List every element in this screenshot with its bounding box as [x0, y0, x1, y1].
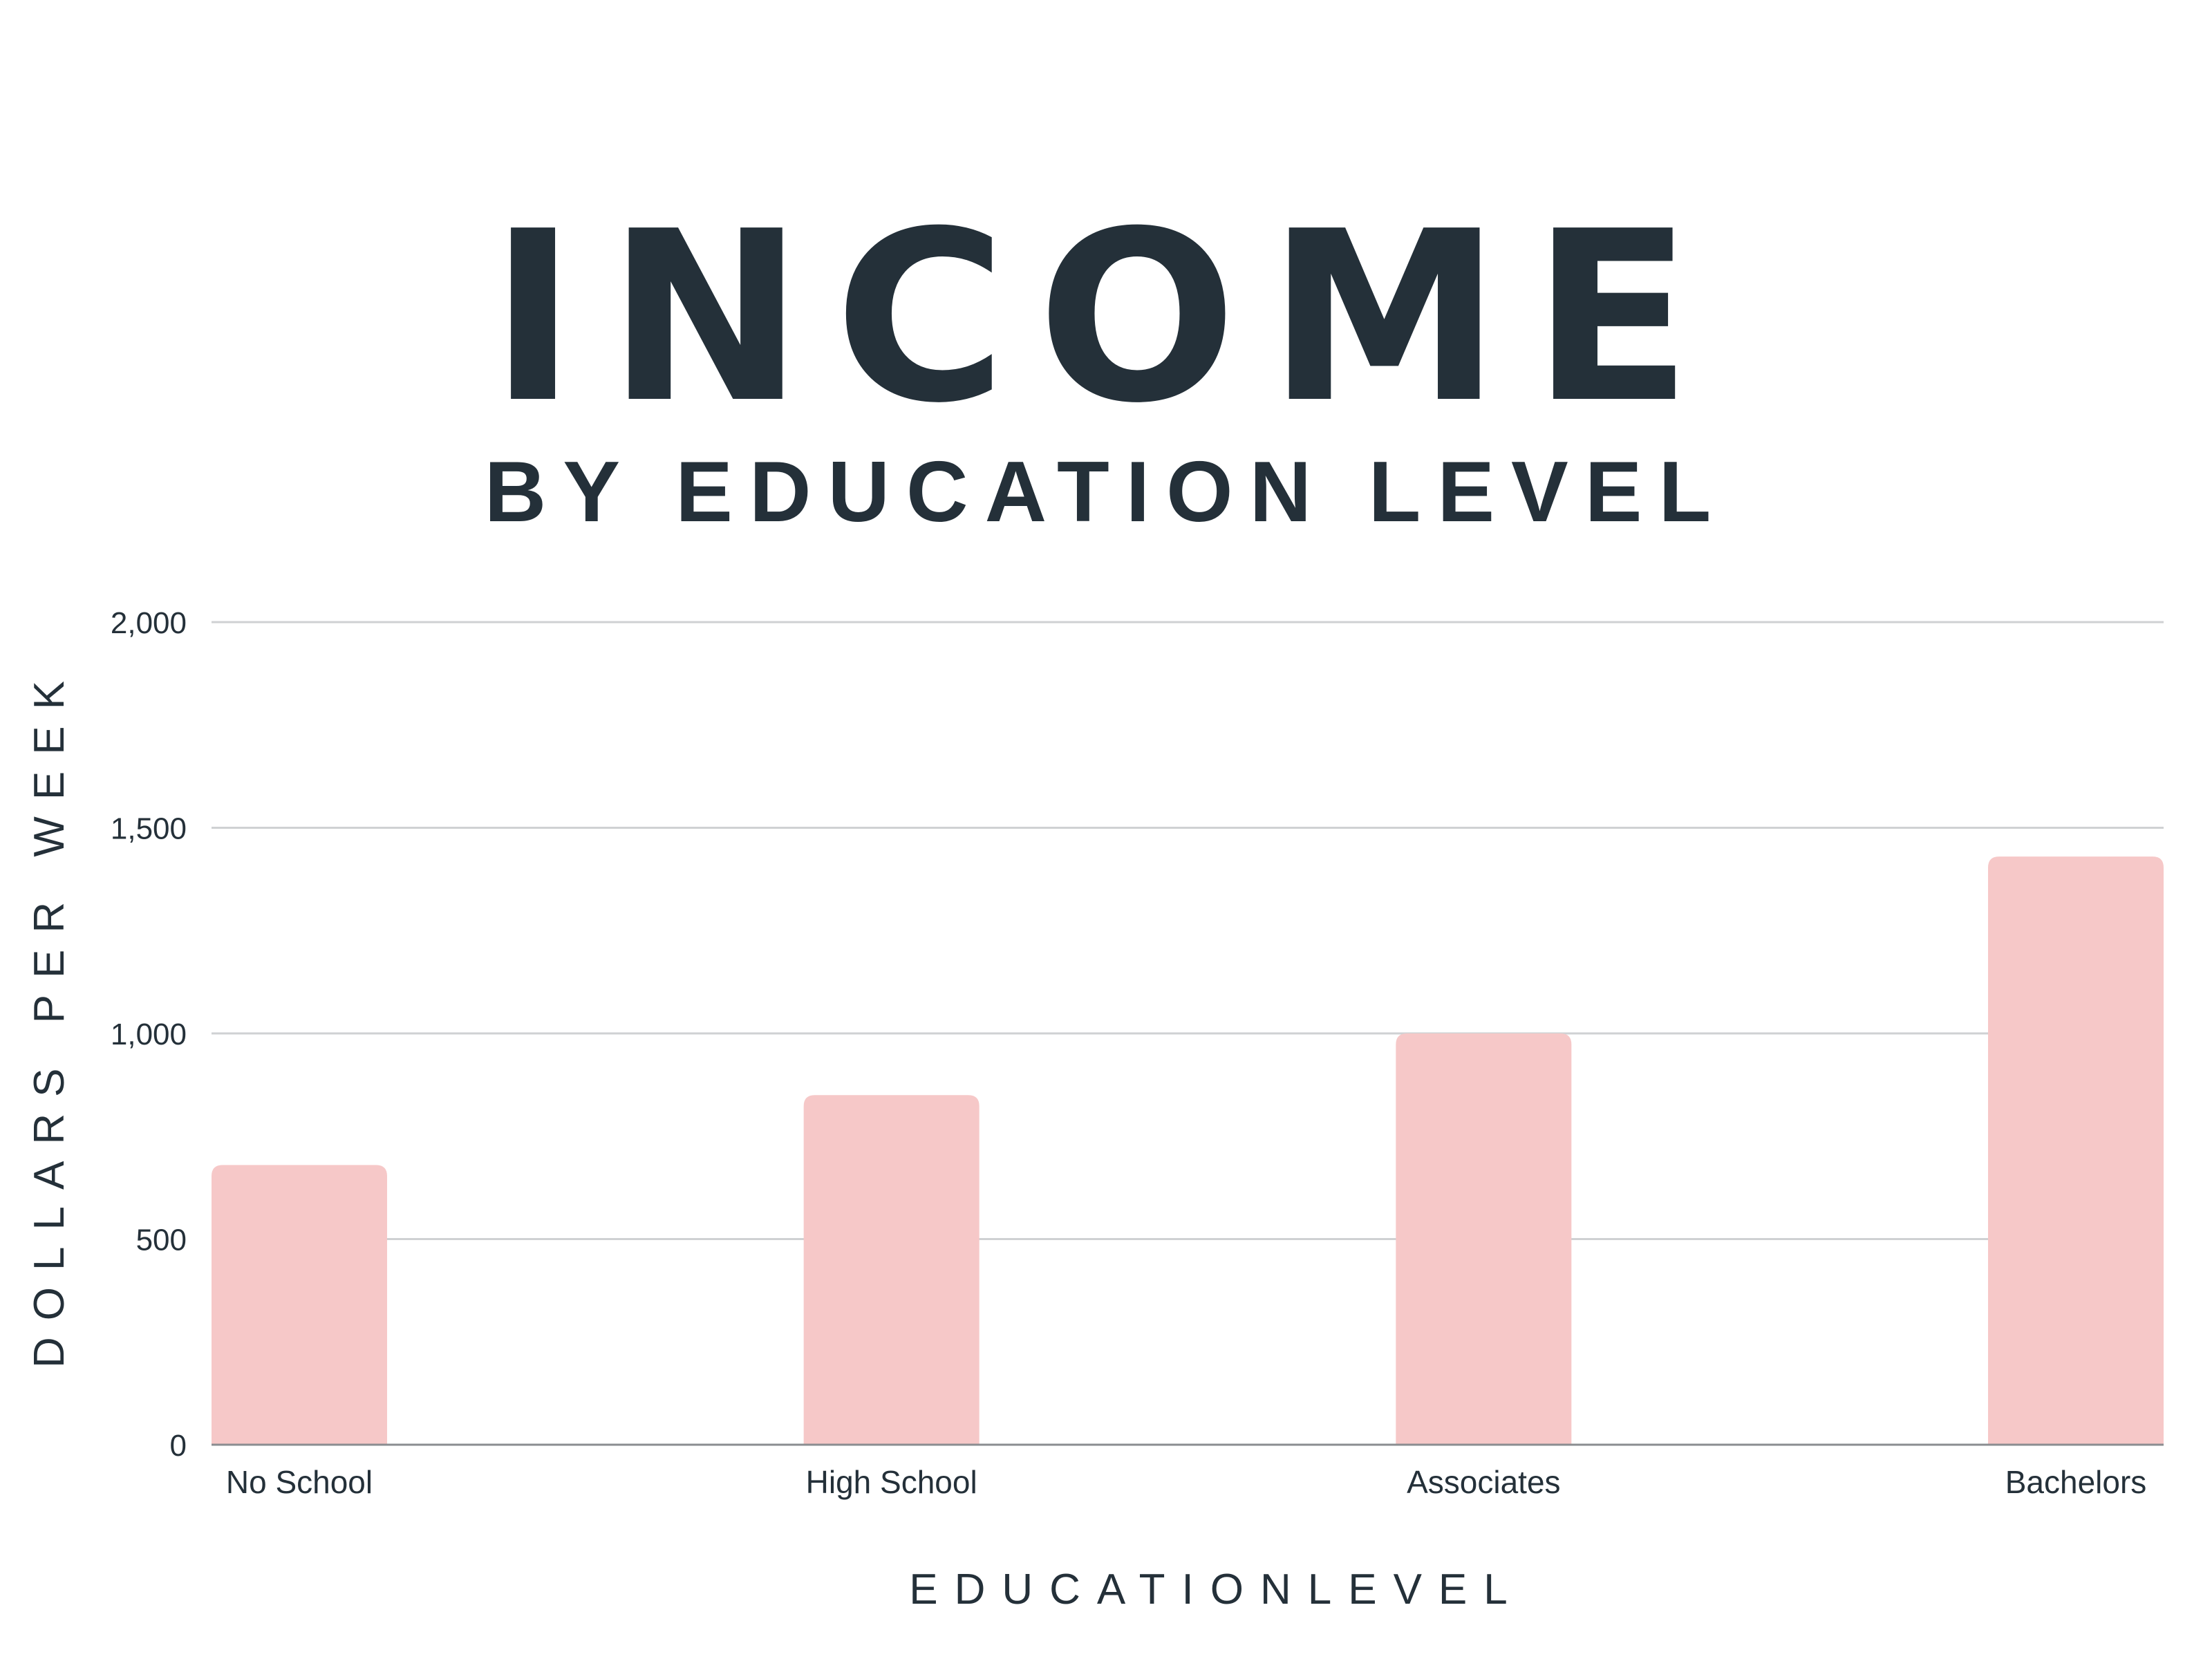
- x-category-label: No School: [226, 1464, 373, 1500]
- y-tick-label: 2,000: [111, 606, 187, 640]
- x-axis-title: EDUCATIONLEVEL: [909, 1566, 1524, 1613]
- y-tick-label: 1,500: [111, 812, 187, 846]
- bar-bachelors: [1988, 856, 2164, 1445]
- labels: 0 500 1,000 1,500 2,000 No School High School A…: [111, 606, 2146, 1500]
- y-tick-label: 0: [170, 1429, 187, 1463]
- bar-no-school: [212, 1165, 387, 1445]
- x-category-label: Bachelors: [2005, 1464, 2147, 1500]
- gridlines: [212, 621, 2164, 1240]
- chart-title: INCOME: [489, 181, 1723, 455]
- y-tick-label: 500: [136, 1224, 187, 1257]
- bar-high-school: [803, 1095, 980, 1445]
- x-category-label: Associates: [1407, 1464, 1560, 1500]
- y-axis-title: DOLLARS PER WEEK: [26, 664, 73, 1368]
- x-category-label: High School: [806, 1464, 977, 1500]
- bars: [212, 856, 2164, 1445]
- chart-subtitle: BY EDUCATION LEVEL: [484, 444, 1728, 540]
- y-tick-label: 1,000: [111, 1018, 187, 1051]
- bar-associates: [1396, 1033, 1572, 1445]
